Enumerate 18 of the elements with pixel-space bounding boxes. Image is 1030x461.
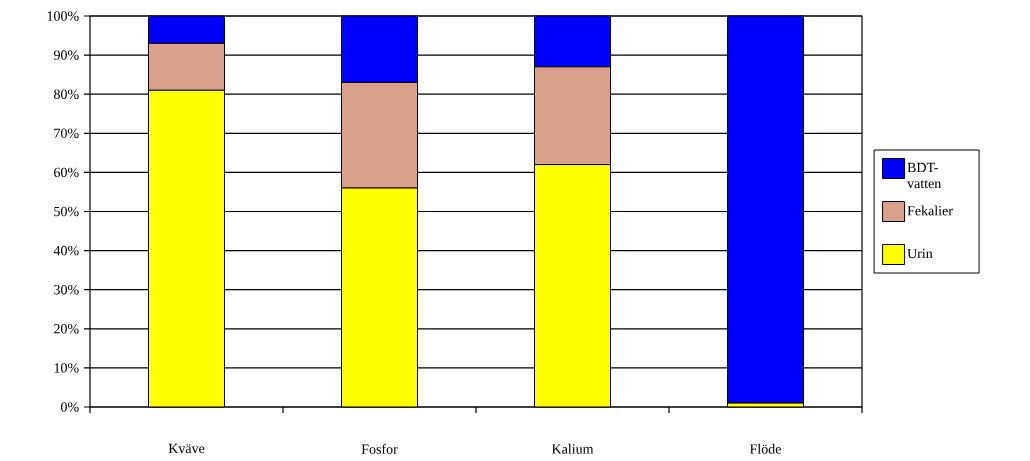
y-tick-label: 50% (54, 206, 79, 217)
y-tick-label: 100% (47, 11, 79, 21)
x-tick-label: Kalium (551, 443, 594, 454)
y-tick-label: 90% (53, 50, 79, 60)
y-tick-label: 30% (54, 284, 79, 295)
x-tick-label: Kväve (168, 443, 205, 454)
legend-label: Fekalier (907, 205, 953, 216)
legend-label: Urin (907, 248, 933, 259)
x-tick-label: Fosfor (361, 443, 398, 454)
y-tick-label: 60% (54, 167, 79, 178)
y-tick-label: 10% (54, 363, 79, 373)
y-tick-label: 40% (53, 245, 79, 256)
x-tick-label: Flöde (749, 443, 781, 454)
legend-label: BDT-vatten (907, 162, 942, 189)
y-tick-label: 70% (54, 128, 79, 139)
y-tick-label: 80% (54, 89, 79, 99)
y-tick-label: 20% (54, 324, 79, 334)
y-tick-label: 0% (61, 402, 79, 412)
